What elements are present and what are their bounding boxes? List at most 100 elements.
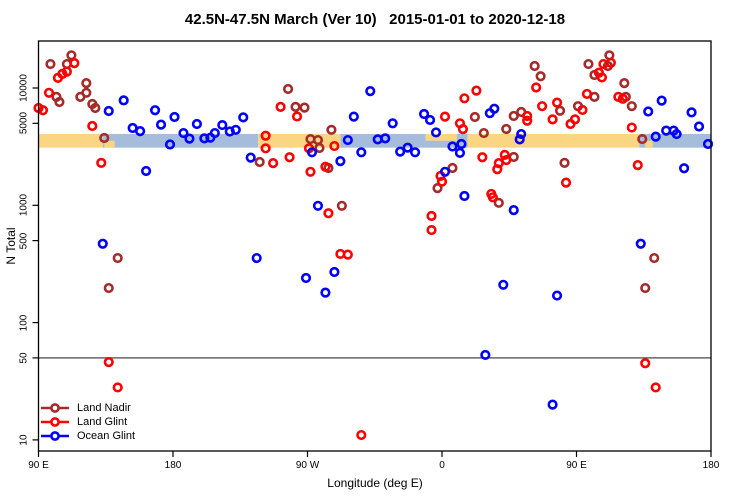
data-point-land-nadir [314, 142, 325, 154]
data-point-land-glint [640, 358, 651, 369]
surface-band-ocean [102, 133, 259, 148]
data-point-land-nadir [559, 157, 570, 168]
data-point-ocean-glint [656, 95, 667, 106]
data-point-land-glint [96, 157, 107, 168]
data-point-land-nadir [112, 252, 123, 264]
data-point-ocean-glint [459, 190, 470, 202]
data-point-ocean-glint [191, 118, 203, 130]
plot-frame [37, 40, 712, 452]
data-point-ocean-glint [155, 119, 167, 130]
data-point-land-glint [457, 124, 469, 135]
data-point-land-nadir [54, 96, 65, 108]
x-tick-label: 180 [164, 460, 182, 471]
surface-band-patch [645, 140, 653, 148]
data-point-land-nadir [447, 162, 458, 174]
data-point-land-nadir [554, 105, 566, 116]
data-point-ocean-glint [447, 141, 458, 152]
y-tick-label: 100 [18, 314, 30, 331]
data-point-ocean-glint [380, 133, 391, 144]
data-point-land-nadir [478, 127, 489, 139]
data-point-land-nadir [432, 183, 443, 194]
data-point-land-nadir [90, 102, 101, 114]
data-point-land-glint [103, 357, 114, 368]
data-point-land-glint [43, 87, 55, 98]
data-point-ocean-glint [643, 106, 654, 117]
data-point-land-glint [284, 152, 295, 163]
data-point-land-glint [537, 101, 548, 112]
data-point-land-nadir [637, 133, 648, 145]
data-point-ocean-glint [118, 95, 129, 106]
data-point-land-glint [291, 111, 303, 122]
data-point-ocean-glint [199, 133, 210, 144]
data-point-land-nadir [583, 58, 594, 70]
data-point-land-glint [61, 66, 72, 77]
data-point-ocean-glint [693, 121, 705, 132]
y-tick-label: 5000 [18, 112, 30, 135]
data-point-land-glint [522, 110, 533, 122]
data-point-land-nadir [649, 252, 660, 264]
legend-item: Land Nadir [40, 401, 135, 415]
data-point-ocean-glint [430, 127, 442, 138]
data-point-ocean-glint [508, 205, 519, 216]
data-point-land-glint [617, 93, 628, 104]
data-point-ocean-glint [671, 128, 682, 140]
data-point-ocean-glint [245, 152, 256, 163]
data-point-land-nadir [640, 282, 651, 294]
data-point-ocean-glint [209, 127, 220, 139]
legend-key-icon [41, 417, 69, 427]
data-point-land-glint [650, 382, 661, 393]
data-point-land-glint [37, 105, 49, 116]
data-point-land-nadir [336, 200, 347, 211]
data-point-land-glint [112, 382, 123, 393]
data-point-ocean-glint [230, 124, 241, 135]
y-tick-label: 10 [18, 434, 30, 446]
data-point-land-glint [260, 143, 271, 154]
data-point-ocean-glint [516, 128, 527, 140]
data-point-ocean-glint [103, 105, 114, 117]
data-point-land-glint [268, 157, 279, 169]
data-point-ocean-glint [498, 279, 509, 290]
data-point-ocean-glint [300, 272, 312, 284]
data-point-land-nadir [81, 87, 92, 98]
legend-label: Land Glint [77, 416, 128, 428]
data-point-land-nadir [299, 102, 310, 113]
x-tick-label: 90 E [28, 460, 49, 471]
surface-band-ocean [639, 133, 711, 148]
data-point-ocean-glint [169, 111, 180, 123]
data-point-ocean-glint [320, 287, 331, 298]
surface-band-patch [425, 140, 457, 148]
data-point-land-nadir [45, 58, 56, 70]
data-point-land-glint [547, 114, 558, 125]
data-point-land-glint [577, 104, 588, 116]
data-point-land-nadir [508, 110, 519, 122]
data-point-land-glint [471, 85, 482, 96]
data-point-ocean-glint [149, 105, 161, 116]
data-point-land-glint [487, 192, 498, 203]
data-point-ocean-glint [312, 200, 324, 211]
legend-key-icon [41, 431, 69, 441]
data-point-ocean-glint [335, 156, 346, 167]
x-tick-label: 90 E [566, 460, 587, 471]
legend-label: Ocean Glint [77, 430, 136, 442]
y-tick-label: 50 [18, 352, 30, 364]
surface-band-land [38, 133, 103, 148]
data-point-ocean-glint [635, 238, 646, 249]
data-point-land-glint [439, 111, 451, 122]
data-point-land-nadir [535, 71, 546, 82]
data-point-ocean-glint [395, 146, 406, 157]
data-point-land-glint [426, 224, 437, 236]
x-tick-label: 180 [702, 460, 720, 471]
data-point-land-glint [605, 57, 616, 68]
data-point-land-nadir [81, 78, 92, 89]
data-point-ocean-glint [547, 399, 558, 410]
data-point-ocean-glint [456, 138, 467, 150]
data-point-ocean-glint [387, 118, 398, 129]
data-point-land-nadir [469, 111, 480, 123]
data-point-land-glint [626, 122, 637, 133]
data-point-ocean-glint [251, 252, 262, 264]
chart-title: 42.5N-47.5N March (Ver 10) 2015-01-01 to… [184, 11, 566, 28]
data-point-ocean-glint [410, 147, 421, 158]
data-point-ocean-glint [135, 126, 146, 137]
data-point-land-nadir [254, 156, 265, 168]
legend-item: Land Glint [40, 415, 135, 429]
